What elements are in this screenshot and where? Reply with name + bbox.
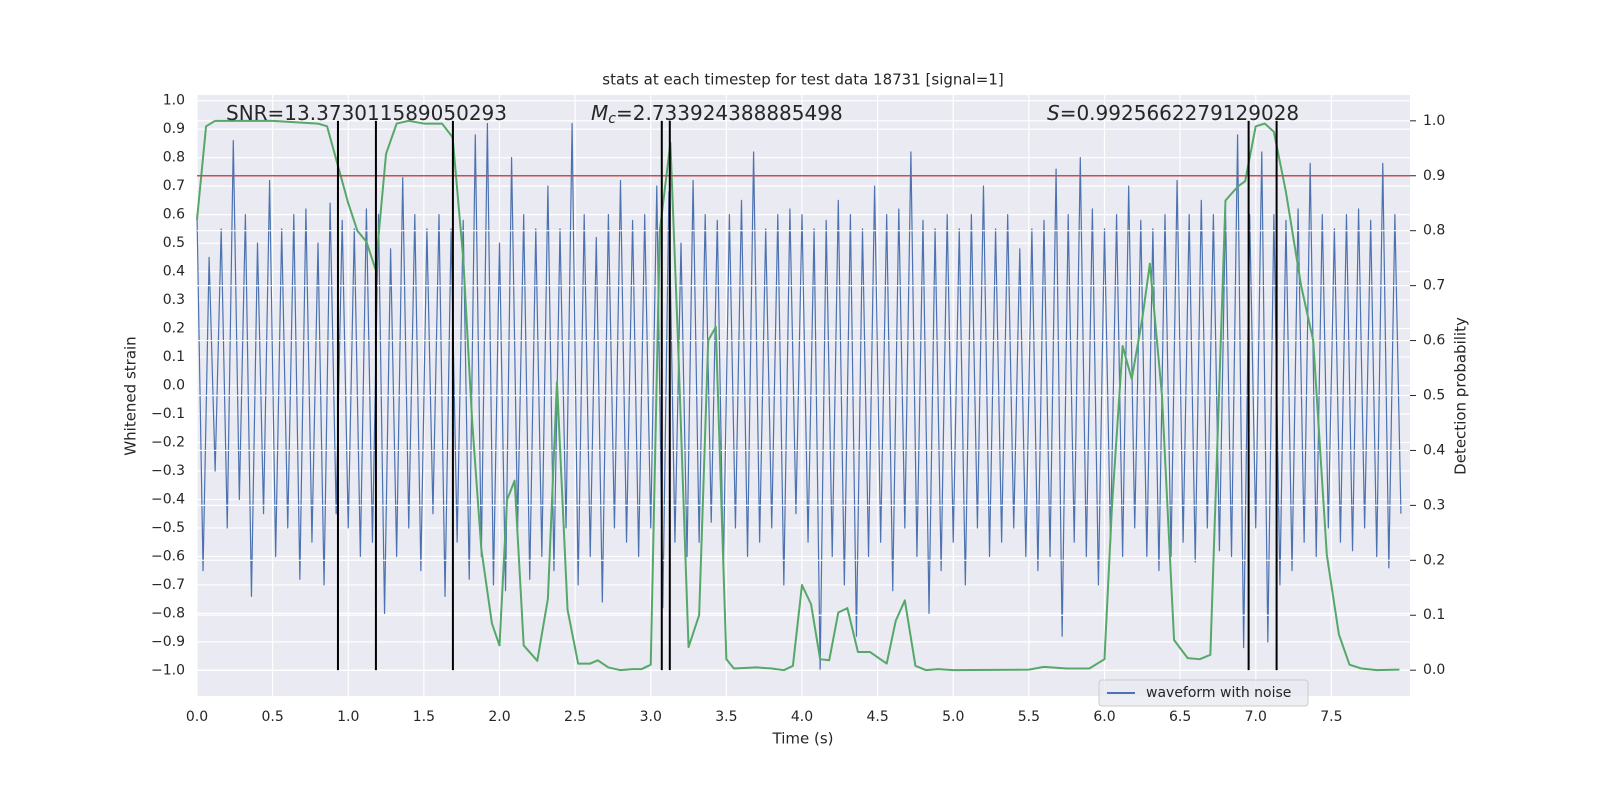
x-tick-label: 3.5 [715,709,737,725]
y2-tick-label: 0.7 [1423,278,1445,294]
y-tick-label: 1.0 [163,93,185,109]
y2-tick-label: 0.3 [1423,497,1445,513]
y-tick-label: 0.3 [163,292,185,308]
annotation-subscript: c [608,111,616,127]
y-tick-label: 0.1 [163,349,185,365]
x-tick-label: 1.5 [413,709,435,725]
y-tick-label: −0.7 [151,577,185,593]
y2-tick-label: 0.5 [1423,388,1445,404]
chart-title: stats at each timestep for test data 187… [602,71,1003,89]
y-tick-label: 0.0 [163,378,185,394]
y-tick-label: −0.9 [151,634,185,650]
legend: waveform with noise [1098,679,1309,707]
legend-label: waveform with noise [1146,685,1291,701]
annotation: S=0.9925662279129028 [1047,101,1299,125]
y2-tick-label: 0.8 [1423,223,1445,239]
annotation-text: =0.9925662279129028 [1060,101,1299,125]
x-tick-label: 6.5 [1169,709,1191,725]
y-tick-label: 0.7 [163,178,185,194]
y2-tick-label: 0.1 [1423,607,1445,623]
secondary-layer [196,119,1410,672]
x-tick-label: 3.0 [640,709,662,725]
y-tick-label: −0.6 [151,548,185,564]
annotation-text: SNR=13.373011589050293 [226,101,507,125]
x-tick-label: 1.0 [337,709,359,725]
x-tick-label: 4.0 [791,709,813,725]
x-tick-label: 2.0 [488,709,510,725]
y-tick-label: 0.4 [163,264,185,280]
y-tick-label: −0.2 [151,434,185,450]
y2-tick-label: 0.4 [1423,442,1445,458]
x-tick-label: 0.0 [186,709,208,725]
x-tick-label: 5.5 [1018,709,1040,725]
y-tick-label: −0.8 [151,605,185,621]
x-tick-label: 2.5 [564,709,586,725]
y-tick-label: −0.3 [151,463,185,479]
annotation-symbol: S [1047,101,1060,125]
y2-tick-label: 0.9 [1423,168,1445,184]
y-tick-label: −0.5 [151,520,185,536]
legend-box [1098,679,1309,707]
y2-tick-label: 0.6 [1423,333,1445,349]
x-tick-label: 6.0 [1093,709,1115,725]
y-tick-label: −0.1 [151,406,185,422]
y2-axis-label: Detection probability [1452,317,1470,475]
x-tick-label: 4.5 [866,709,888,725]
y-tick-label: 0.6 [163,207,185,223]
waveform-line [196,122,1402,671]
y-axis-label: Whitened strain [122,336,140,455]
x-tick-label: 5.0 [942,709,964,725]
y2-tick-label: 0.0 [1423,662,1445,678]
annotation-symbol: M [591,101,608,125]
x-tick-label: 0.5 [261,709,283,725]
y-tick-label: −0.4 [151,491,185,507]
y-tick-label: 0.2 [163,321,185,337]
x-tick-label: 7.5 [1320,709,1342,725]
y2-tick-label: 1.0 [1423,113,1445,129]
x-tick-label: 7.0 [1245,709,1267,725]
y-tick-label: 0.9 [163,121,185,137]
y-tick-label: 0.5 [163,235,185,251]
y-tick-label: −1.0 [151,662,185,678]
annotation: Mc=2.733924388885498 [591,101,843,128]
y2-tick-label: 0.2 [1423,552,1445,568]
y-tick-label: 0.8 [163,150,185,166]
x-axis-label: Time (s) [772,730,834,748]
annotation-text: =2.733924388885498 [616,101,843,125]
annotation: SNR=13.373011589050293 [226,101,507,125]
probability-line [196,119,1400,672]
waveform-layer [196,122,1402,671]
